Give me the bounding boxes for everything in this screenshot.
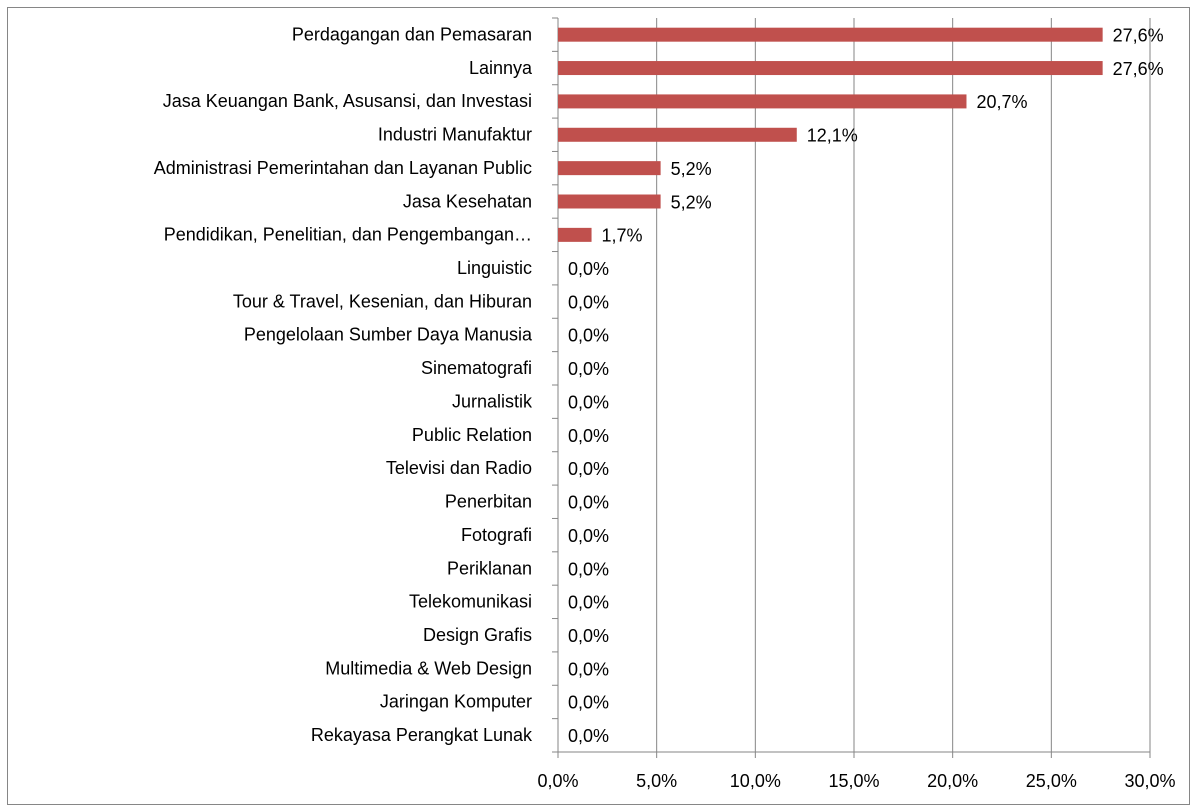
y-tick-label: Televisi dan Radio [386,458,532,478]
data-label: 0,0% [568,292,609,312]
bar [558,94,967,109]
data-label: 0,0% [568,526,609,546]
x-tick-label: 10,0% [730,771,781,791]
data-label: 5,2% [671,159,712,179]
data-label: 0,0% [568,259,609,279]
x-tick-label: 15,0% [828,771,879,791]
y-tick-label: Lainnya [469,58,533,78]
data-label: 0,0% [568,359,609,379]
data-label: 0,0% [568,626,609,646]
y-tick-label: Penerbitan [445,492,532,512]
data-label: 0,0% [568,493,609,513]
y-tick-label: Pengelolaan Sumber Daya Manusia [244,325,533,345]
x-tick-label: 25,0% [1026,771,1077,791]
data-label: 1,7% [602,226,643,246]
x-tick-label: 0,0% [537,771,578,791]
data-label: 27,6% [1113,59,1164,79]
bar [558,61,1103,76]
data-label: 27,6% [1113,25,1164,45]
y-tick-label: Administrasi Pemerintahan dan Layanan Pu… [154,158,532,178]
y-tick-label: Pendidikan, Penelitian, dan Pengembangan… [164,225,532,245]
data-label: 12,1% [807,126,858,146]
data-label: 0,0% [568,593,609,613]
y-tick-label: Telekomunikasi [409,592,532,612]
x-tick-label: 20,0% [927,771,978,791]
y-tick-label: Linguistic [457,258,532,278]
data-label: 0,0% [568,726,609,746]
y-tick-label: Perdagangan dan Pemasaran [292,24,532,44]
y-tick-label: Tour & Travel, Kesenian, dan Hiburan [233,291,532,311]
data-label: 20,7% [976,92,1027,112]
bar [558,227,592,242]
y-tick-label: Industri Manufaktur [378,125,532,145]
data-label: 0,0% [568,659,609,679]
y-tick-label: Design Grafis [423,625,532,645]
x-tick-label: 30,0% [1124,771,1175,791]
bar [558,161,661,176]
y-tick-label: Sinematografi [421,358,532,378]
y-tick-label: Public Relation [412,425,532,445]
bar [558,127,797,142]
bar [558,27,1103,42]
y-tick-label: Jaringan Komputer [380,692,532,712]
data-label: 0,0% [568,426,609,446]
data-label: 0,0% [568,559,609,579]
data-label: 0,0% [568,459,609,479]
data-label: 0,0% [568,693,609,713]
data-label: 5,2% [671,192,712,212]
bar [558,194,661,209]
y-tick-label: Jurnalistik [452,391,533,411]
y-tick-label: Jasa Kesehatan [403,191,532,211]
y-tick-label: Jasa Keuangan Bank, Asusansi, dan Invest… [163,91,532,111]
y-tick-label: Periklanan [447,558,532,578]
y-tick-label: Rekayasa Perangkat Lunak [311,725,533,745]
x-tick-label: 5,0% [636,771,677,791]
y-tick-label: Fotografi [461,525,532,545]
y-tick-label: Multimedia & Web Design [325,658,532,678]
data-label: 0,0% [568,392,609,412]
data-label: 0,0% [568,326,609,346]
